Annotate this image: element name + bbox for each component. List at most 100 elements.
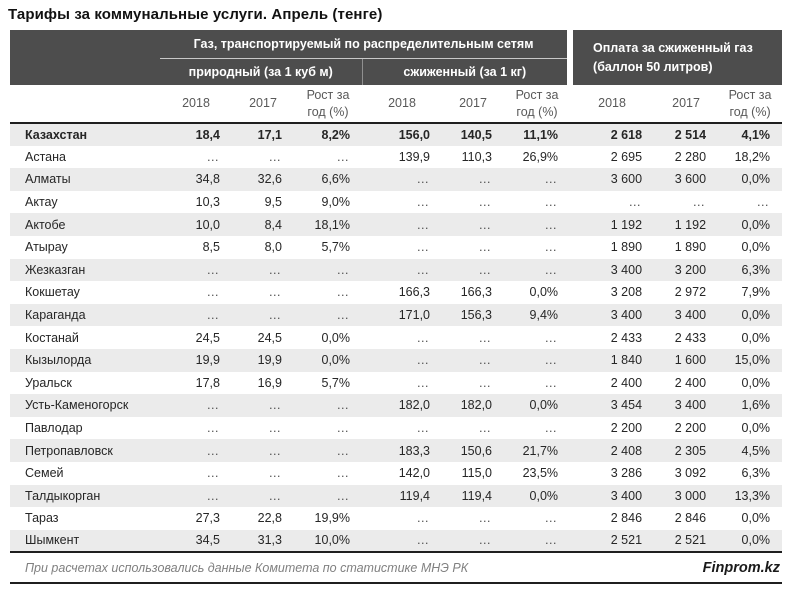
table-row: Атырау 8,5 8,0 5,7% … … … 1 890 1 890 0,… (10, 235, 783, 259)
value-cell: … (268, 421, 282, 436)
value-cell: 9,0% (321, 195, 351, 210)
header-liquefied-gas: сжиженный (за 1 кг) (361, 58, 571, 85)
value-cell: … (544, 375, 559, 390)
region-cell: Павлодар (25, 421, 83, 436)
value-cell: 5,7% (321, 375, 351, 390)
value-cell: 10,0% (294, 529, 362, 554)
value-cell: 0,0% (321, 330, 351, 345)
value-cell: 2 408 (610, 443, 643, 458)
value-cell: … (544, 240, 559, 255)
value-cell: 19,9% (314, 511, 350, 526)
header-natural-gas: природный (за 1 куб м) (160, 58, 362, 85)
region-cell: Петропавловск (25, 443, 113, 458)
value-cell: … (268, 149, 282, 164)
value-cell: 7,9% (741, 285, 771, 300)
value-cell: … (416, 353, 430, 368)
table-row: Казахстан 18,4 17,1 8,2% 156,0 140,5 11,… (10, 123, 783, 146)
value-cell: 3 092 (674, 466, 707, 481)
value-cell: 2 305 (674, 443, 707, 458)
value-cell: … (336, 308, 350, 323)
value-cell: 5,7% (321, 240, 351, 255)
value-cell: … (692, 195, 707, 210)
footer-band: При расчетах использовались данные Комит… (10, 553, 782, 585)
value-cell: 0,0% (741, 330, 771, 345)
value-cell: 1,6% (741, 398, 771, 413)
value-cell: 3 200 (674, 262, 707, 277)
value-cell: … (416, 195, 430, 210)
value-cell: 2 433 (674, 330, 707, 345)
value-cell: 182,0 (398, 398, 430, 413)
region-cell: Кокшетау (25, 285, 80, 300)
value-cell: 31,3 (232, 529, 294, 554)
value-cell: 21,7% (522, 443, 559, 458)
value-cell: 11,1% (523, 127, 559, 142)
value-cell: … (416, 262, 430, 277)
value-cell: 6,3% (741, 262, 771, 277)
value-cell: … (206, 149, 220, 164)
value-cell: 34,5 (160, 529, 232, 554)
value-cell: 3 400 (610, 262, 643, 277)
value-cell: 119,4 (399, 488, 430, 503)
value-cell: 2 280 (674, 149, 707, 164)
value-cell: 3 400 (674, 398, 707, 413)
value-cell: … (416, 240, 430, 255)
value-cell: … (478, 195, 492, 210)
value-cell: 166,3 (398, 285, 430, 300)
table-row: Павлодар … … … … … … 2 200 2 200 0,0% (10, 416, 783, 440)
value-cell: 1 890 (610, 240, 643, 255)
value-cell: 0,0% (741, 240, 771, 255)
value-cell: … (336, 285, 350, 300)
value-cell: 8,4 (264, 217, 282, 232)
value-cell: … (268, 466, 282, 481)
value-cell: 0,0% (741, 511, 771, 526)
value-cell: 10,3 (195, 195, 220, 210)
value-cell: 142,0 (398, 466, 430, 481)
value-cell: 2 200 (610, 421, 643, 436)
value-cell: … (416, 172, 430, 187)
value-cell: 1 890 (674, 240, 707, 255)
value-cell: 8,5 (202, 240, 220, 255)
value-cell: 24,5 (257, 330, 282, 345)
value-cell: 32,6 (257, 172, 282, 187)
value-cell: 10,0 (195, 217, 220, 232)
region-cell: Караганда (25, 308, 86, 323)
value-cell: … (478, 511, 492, 526)
value-cell: … (544, 217, 559, 232)
value-cell: 0,0% (718, 529, 783, 554)
value-cell: … (336, 421, 350, 436)
value-cell: 23,5% (522, 466, 559, 481)
value-cell: … (628, 195, 643, 210)
value-cell: 3 286 (610, 466, 643, 481)
value-cell: 9,5 (264, 195, 282, 210)
region-cell: Кызылорда (25, 353, 92, 368)
year-header-2018: 2018 (570, 85, 655, 124)
value-cell: 2 200 (674, 421, 707, 436)
value-cell: 3 600 (610, 172, 643, 187)
value-cell: … (544, 195, 559, 210)
value-cell: 182,0 (460, 398, 492, 413)
source-note: При расчетах использовались данные Комит… (25, 560, 469, 575)
value-cell: 16,9 (257, 375, 282, 390)
value-cell: 171,0 (398, 308, 430, 323)
table-row: Тараз 27,3 22,8 19,9% … … … 2 846 2 846 … (10, 507, 783, 530)
table-row: Кокшетау … … … 166,3 166,3 0,0% 3 208 2 … (10, 281, 783, 304)
value-cell: 115,0 (461, 466, 492, 481)
table-row: Алматы 34,8 32,6 6,6% … … … 3 600 3 600 … (10, 168, 783, 191)
value-cell: 6,6% (321, 172, 351, 187)
value-cell: … (206, 488, 220, 503)
value-cell: 2 846 (674, 511, 707, 526)
value-cell: 0,0% (529, 285, 559, 300)
value-cell: 19,9 (195, 353, 220, 368)
year-header-growth: Рост за год (%) (718, 85, 783, 124)
region-cell: Жезказган (25, 262, 86, 277)
value-cell: 26,9% (522, 149, 559, 164)
table-body: Казахстан 18,4 17,1 8,2% 156,0 140,5 11,… (10, 123, 783, 554)
value-cell: 0,0% (529, 488, 559, 503)
region-cell: Алматы (25, 172, 71, 187)
value-cell: 17,1 (257, 127, 282, 142)
brand-watermark: Finprom.kz (702, 559, 780, 576)
value-cell: … (478, 262, 492, 277)
table-row: Актау 10,3 9,5 9,0% … … … … … … (10, 190, 783, 214)
value-cell: … (336, 488, 350, 503)
